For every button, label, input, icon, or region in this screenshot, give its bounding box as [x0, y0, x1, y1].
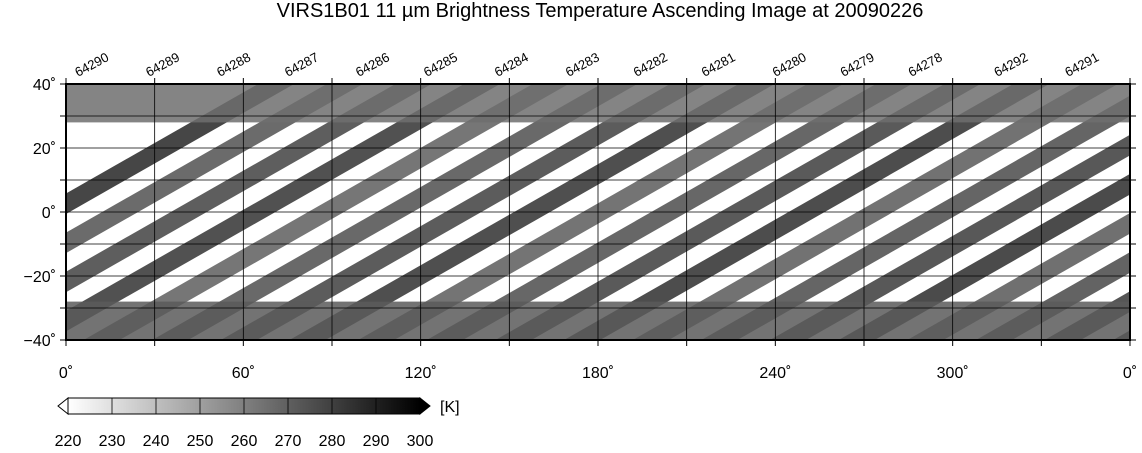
colorbar-tick-label: 230: [99, 433, 126, 450]
orbit-label: 64284: [492, 49, 531, 79]
orbit-label: 64290: [72, 49, 111, 79]
orbit-swath: [66, 84, 363, 254]
orbit-label: 64292: [991, 49, 1030, 79]
lat-tick-label: 40˚: [33, 77, 56, 94]
lon-tick-label: 120˚: [405, 365, 437, 382]
figure-title: VIRS1B01 11 µm Brightness Temperature As…: [277, 0, 924, 22]
lon-tick-label: 180˚: [582, 365, 614, 382]
map-panel: 0˚ 60˚ 120˚ 180˚ 240˚ 300˚ 0˚ 40˚ 20˚ 0˚ −20˚ −40˚…: [24, 49, 1138, 382]
orbit-label: 64287: [282, 49, 321, 79]
lon-tick-label: 240˚: [759, 365, 791, 382]
colorbar-high-arrow: [419, 396, 431, 416]
colorbar-tick-label: 300: [407, 433, 434, 450]
orbit-label: 64278: [906, 49, 945, 79]
colorbar: 220 230 240 250 260 270 280 290 300 [K]: [55, 396, 460, 450]
colorbar-tick-label: 280: [319, 433, 346, 450]
orbit-label: 64291: [1062, 49, 1101, 79]
lat-tick-label: −20˚: [24, 269, 56, 286]
orbit-swath: [769, 134, 1130, 340]
orbit-swath: [838, 173, 1130, 340]
orbit-label: 64280: [770, 49, 809, 79]
colorbar-tick-label: 250: [187, 433, 214, 450]
lon-tick-label: 300˚: [937, 365, 969, 382]
orbit-label: 64286: [353, 49, 392, 79]
orbit-label: 64281: [699, 49, 738, 79]
orbit-label: 64282: [631, 49, 670, 79]
longitude-labels: 0˚ 60˚ 120˚ 180˚ 240˚ 300˚ 0˚: [59, 365, 1137, 382]
colorbar-tick-label: 220: [55, 433, 82, 450]
orbit-label: 64288: [214, 49, 253, 79]
lat-tick-label: 20˚: [33, 141, 56, 158]
lon-tick-label: 0˚: [59, 365, 73, 382]
graticule: [66, 84, 1130, 340]
orbit-swath: [701, 95, 1130, 340]
colorbar-low-arrow: [57, 396, 69, 416]
orbit-label: 64285: [421, 49, 460, 79]
orbit-swath: [66, 84, 501, 332]
lon-tick-label: 0˚: [1123, 365, 1137, 382]
axis-ticks: [60, 78, 1136, 346]
colorbar-tick-label: 240: [143, 433, 170, 450]
orbit-swath: [66, 84, 432, 293]
lat-tick-label: 0˚: [42, 205, 56, 222]
orbit-swath: [975, 252, 1130, 340]
orbit-label: 64289: [143, 49, 182, 79]
lon-tick-label: 60˚: [232, 365, 255, 382]
colorbar-unit: [K]: [440, 399, 460, 416]
colorbar-tick-label: 270: [275, 433, 302, 450]
colorbar-tick-label: 260: [231, 433, 258, 450]
orbit-label: 64279: [838, 49, 877, 79]
colorbar-tick-label: 290: [363, 433, 390, 450]
orbit-number-labels: 64290 64289 64288 64287 64286 64285 64284 64283…: [72, 49, 1101, 79]
lat-tick-label: −40˚: [24, 333, 56, 350]
orbit-label: 64283: [563, 49, 602, 79]
colorbar-ticks: 220 230 240 250 260 270 280 290 300: [55, 398, 434, 450]
latitude-labels: 40˚ 20˚ 0˚ −20˚ −40˚: [24, 77, 56, 350]
